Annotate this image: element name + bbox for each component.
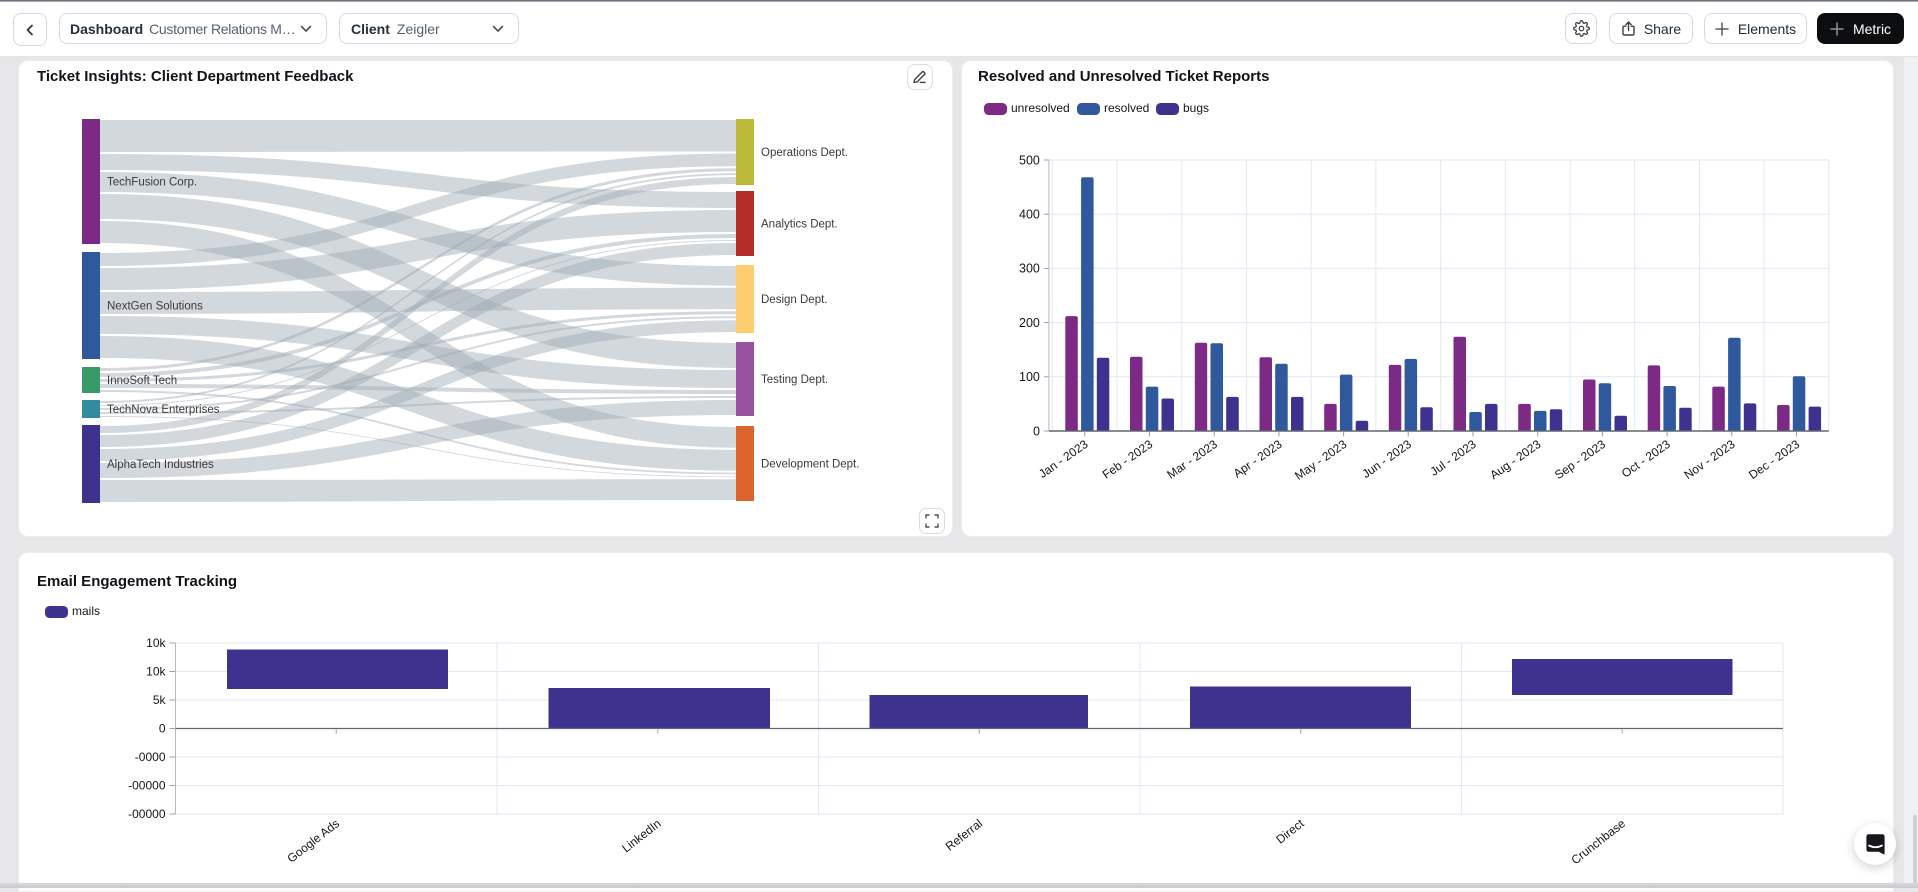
svg-text:Google Ads: Google Ads xyxy=(285,816,343,865)
svg-text:Jun - 2023: Jun - 2023 xyxy=(1359,437,1414,481)
svg-text:May - 2023: May - 2023 xyxy=(1292,437,1349,483)
svg-text:NextGen Solutions: NextGen Solutions xyxy=(107,301,203,313)
svg-text:Apr - 2023: Apr - 2023 xyxy=(1231,437,1285,481)
svg-text:Development Dept.: Development Dept. xyxy=(761,459,859,471)
svg-text:Feb - 2023: Feb - 2023 xyxy=(1100,437,1156,482)
svg-text:TechNova Enterprises: TechNova Enterprises xyxy=(107,404,220,416)
svg-text:Crunchbase: Crunchbase xyxy=(1568,816,1628,867)
svg-text:AlphaTech Industries: AlphaTech Industries xyxy=(107,459,214,471)
svg-text:Sep - 2023: Sep - 2023 xyxy=(1552,437,1608,482)
svg-text:-0000: -0000 xyxy=(135,750,166,764)
svg-text:100: 100 xyxy=(1019,370,1040,384)
svg-text:0: 0 xyxy=(1033,424,1040,438)
svg-text:-00000: -00000 xyxy=(128,807,166,821)
svg-text:Design Dept.: Design Dept. xyxy=(761,294,827,306)
svg-text:Analytics Dept.: Analytics Dept. xyxy=(761,219,838,231)
svg-text:InnoSoft Tech: InnoSoft Tech xyxy=(107,375,177,387)
svg-text:Jan - 2023: Jan - 2023 xyxy=(1036,437,1091,481)
svg-text:LinkedIn: LinkedIn xyxy=(619,816,663,855)
svg-text:10k: 10k xyxy=(146,636,166,650)
svg-text:TechFusion Corp.: TechFusion Corp. xyxy=(107,177,197,189)
svg-text:300: 300 xyxy=(1019,262,1040,276)
svg-text:500: 500 xyxy=(1019,153,1040,167)
svg-text:400: 400 xyxy=(1019,208,1040,222)
svg-text:Mar - 2023: Mar - 2023 xyxy=(1164,437,1220,482)
svg-text:Referral: Referral xyxy=(943,816,985,853)
svg-text:10k: 10k xyxy=(146,665,166,679)
svg-text:Nov - 2023: Nov - 2023 xyxy=(1681,437,1737,482)
svg-text:Dec - 2023: Dec - 2023 xyxy=(1746,437,1802,482)
svg-text:Jul - 2023: Jul - 2023 xyxy=(1428,437,1479,479)
svg-text:Operations Dept.: Operations Dept. xyxy=(761,147,848,159)
svg-text:0: 0 xyxy=(159,722,166,736)
svg-text:200: 200 xyxy=(1019,316,1040,330)
svg-text:-00000: -00000 xyxy=(128,779,166,793)
svg-text:Oct - 2023: Oct - 2023 xyxy=(1619,437,1673,481)
svg-text:5k: 5k xyxy=(153,693,167,707)
svg-text:Testing Dept.: Testing Dept. xyxy=(761,374,828,386)
svg-text:Direct: Direct xyxy=(1273,816,1307,847)
svg-text:Aug - 2023: Aug - 2023 xyxy=(1487,437,1543,482)
